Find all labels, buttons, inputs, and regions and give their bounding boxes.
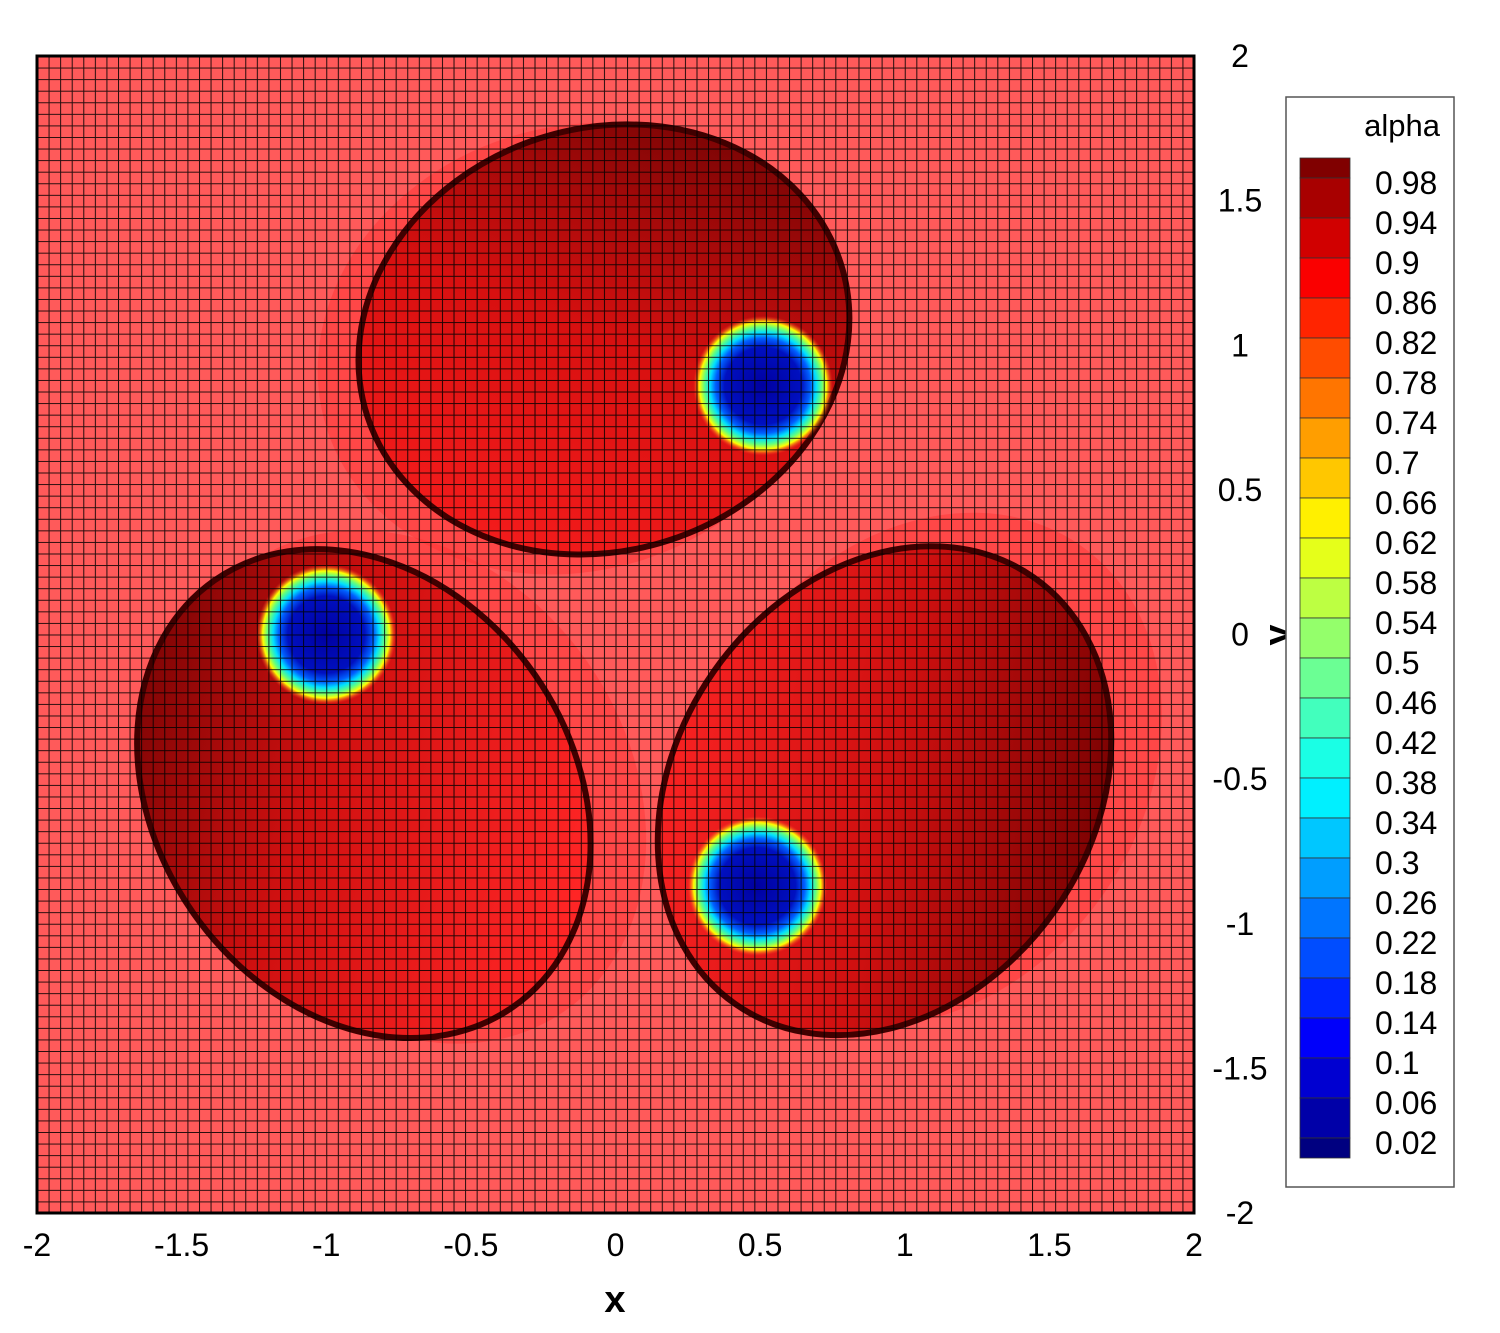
legend-level-label: 0.78	[1375, 365, 1437, 401]
legend-color-band	[1299, 1057, 1351, 1099]
y-tick-label: 2	[1231, 38, 1249, 74]
y-tick-label: -1	[1226, 906, 1254, 942]
legend-color-band	[1299, 537, 1351, 579]
x-tick-label: 1	[896, 1227, 914, 1263]
legend-level-label: 0.86	[1375, 285, 1437, 321]
y-tick-label: -0.5	[1212, 761, 1267, 797]
legend-title: alpha	[1364, 108, 1441, 143]
legend-color-band	[1299, 657, 1351, 699]
x-tick-label: 2	[1185, 1227, 1203, 1263]
legend-level-label: 0.62	[1375, 525, 1437, 561]
legend-color-band	[1299, 897, 1351, 939]
legend-color-band	[1299, 1097, 1351, 1139]
legend-color-band	[1299, 697, 1351, 739]
x-tick-label: -1.5	[154, 1227, 209, 1263]
legend-level-label: 0.06	[1375, 1085, 1437, 1121]
legend-level-label: 0.1	[1375, 1045, 1419, 1081]
legend-color-band	[1299, 257, 1351, 299]
legend-level-label: 0.94	[1375, 205, 1437, 241]
x-tick-label: -0.5	[443, 1227, 498, 1263]
legend-level-label: 0.18	[1375, 965, 1437, 1001]
legend-level-label: 0.66	[1375, 485, 1437, 521]
legend-level-label: 0.34	[1375, 805, 1437, 841]
legend-level-label: 0.46	[1375, 685, 1437, 721]
legend-level-label: 0.9	[1375, 245, 1419, 281]
y-tick-label: 0.5	[1218, 472, 1262, 508]
x-tick-label: 1.5	[1027, 1227, 1071, 1263]
legend-color-band	[1299, 737, 1351, 779]
legend-level-label: 0.3	[1375, 845, 1419, 881]
x-tick-label: -1	[312, 1227, 340, 1263]
legend-color-band	[1299, 777, 1351, 819]
legend-color-band	[1299, 297, 1351, 339]
legend-color-band	[1299, 977, 1351, 1019]
plot-frame	[35, 54, 1196, 1215]
legend-color-band	[1299, 817, 1351, 859]
legend-color-band	[1299, 1017, 1351, 1059]
legend-level-label: 0.14	[1375, 1005, 1437, 1041]
legend-level-label: 0.42	[1375, 725, 1437, 761]
legend-level-label: 0.22	[1375, 925, 1437, 961]
legend-level-label: 0.58	[1375, 565, 1437, 601]
y-tick-label: 0	[1231, 617, 1249, 653]
legend-level-label: 0.82	[1375, 325, 1437, 361]
legend-level-label: 0.98	[1375, 165, 1437, 201]
y-tick-label: -2	[1226, 1195, 1254, 1231]
legend-level-label: 0.38	[1375, 765, 1437, 801]
legend-color-band	[1299, 857, 1351, 899]
legend: alpha 0.98 0.94 0.9 0.86 0.82 0.78 0.74 0.7 0.66…	[1285, 96, 1455, 1188]
y-axis: 2 1.5 1 0.5 0 -0.5 -1 -1.5 -2	[1212, 38, 1267, 1231]
legend-color-band	[1299, 457, 1351, 499]
x-tick-label: 0	[607, 1227, 625, 1263]
legend-color-band	[1299, 937, 1351, 979]
legend-color-band	[1299, 377, 1351, 419]
legend-color-band	[1299, 577, 1351, 619]
legend-color-band	[1299, 157, 1351, 179]
legend-level-label: 0.54	[1375, 605, 1437, 641]
legend-color-band	[1299, 617, 1351, 659]
legend-color-band	[1299, 497, 1351, 539]
legend-level-label: 0.26	[1375, 885, 1437, 921]
contour-field	[37, 56, 1194, 1213]
x-axis: -2 -1.5 -1 -0.5 0 0.5 1 1.5 2	[23, 1227, 1203, 1263]
y-tick-label: 1.5	[1218, 183, 1262, 219]
legend-color-band	[1299, 417, 1351, 459]
legend-color-band	[1299, 217, 1351, 259]
legend-level-label: 0.7	[1375, 445, 1419, 481]
x-axis-label: x	[604, 1279, 625, 1321]
y-tick-label: -1.5	[1212, 1050, 1267, 1086]
legend-color-band	[1299, 1137, 1351, 1159]
y-tick-label: 1	[1231, 327, 1249, 363]
x-tick-label: -2	[23, 1227, 51, 1263]
legend-level-label: 0.74	[1375, 405, 1437, 441]
legend-color-band	[1299, 177, 1351, 219]
x-tick-label: 0.5	[738, 1227, 782, 1263]
legend-level-label: 0.5	[1375, 645, 1419, 681]
legend-color-band	[1299, 337, 1351, 379]
mesh-overlay	[37, 56, 1194, 1213]
legend-level-label: 0.02	[1375, 1125, 1437, 1161]
